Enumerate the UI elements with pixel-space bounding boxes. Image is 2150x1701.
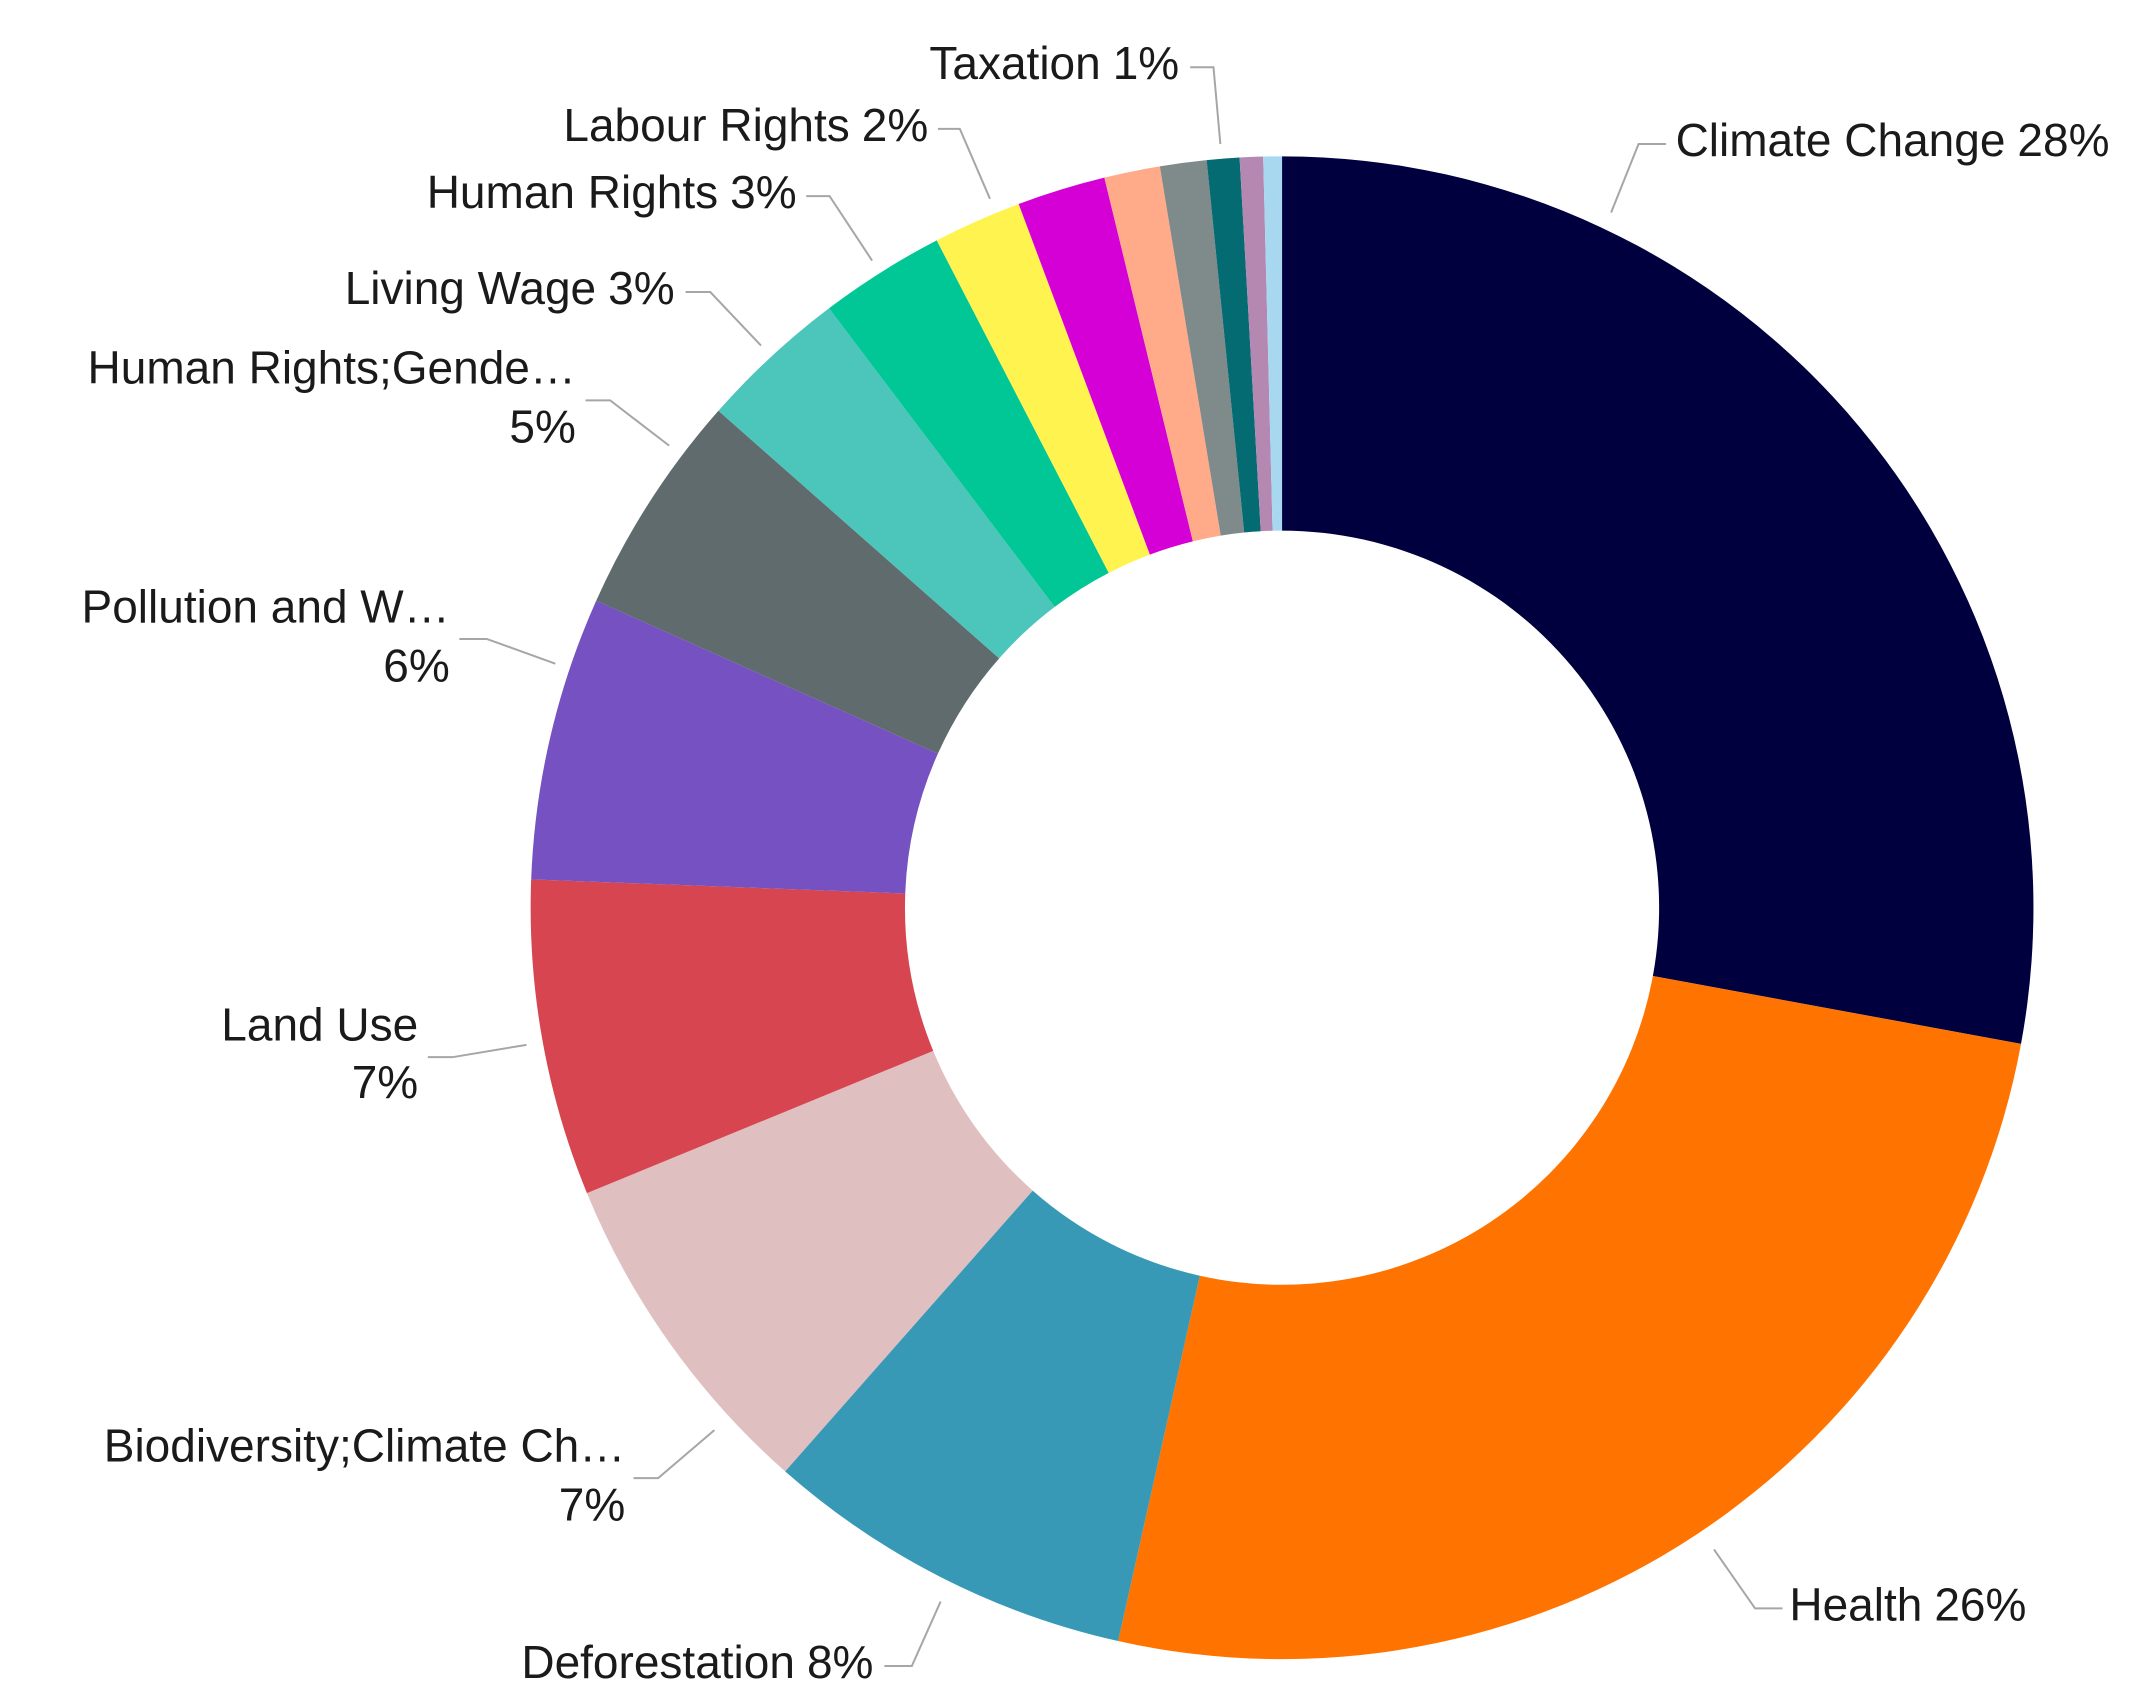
data-label-value: 1% — [1113, 37, 1179, 89]
leader-line — [1713, 1548, 1783, 1610]
data-label-value: 5% — [509, 401, 575, 453]
donut-slice — [1104, 166, 1221, 542]
data-label: Climate Change 28% — [1676, 114, 2110, 166]
data-label-name: Land Use — [221, 999, 418, 1051]
data-label-name: Living Wage — [345, 262, 596, 314]
donut-slice — [1018, 177, 1193, 555]
donut-slice — [829, 240, 1109, 607]
leader-line — [459, 637, 556, 665]
donut-slice — [1118, 976, 2022, 1660]
leader-line — [685, 291, 762, 347]
leader-line — [1610, 142, 1666, 213]
data-label-value: 8% — [807, 1636, 873, 1688]
data-label-value: 3% — [608, 262, 674, 314]
data-label-value: 7% — [559, 1478, 625, 1530]
donut-slice — [1159, 160, 1245, 536]
leader-line — [1190, 66, 1222, 145]
leader-line — [806, 195, 873, 262]
leader-line — [937, 127, 991, 200]
data-label-value: 2% — [862, 99, 928, 151]
data-label-value: 3% — [730, 166, 796, 218]
data-label: Human Rights 3% — [427, 166, 797, 218]
data-label-name: Human Rights — [427, 166, 718, 218]
data-label: Health 26% — [1789, 1579, 2026, 1631]
data-label-value: 7% — [352, 1056, 418, 1108]
data-label-name: Pollution and W… — [82, 580, 450, 632]
data-label: Deforestation 8% — [521, 1636, 873, 1688]
leader-line — [884, 1601, 942, 1667]
donut-slice — [1239, 156, 1273, 532]
data-label-name: Taxation — [929, 37, 1100, 89]
donut-slice — [718, 308, 1055, 659]
leader-line — [427, 1043, 527, 1059]
donut-slice — [785, 1190, 1200, 1642]
data-label-name: Climate Change — [1676, 114, 2006, 166]
leader-line — [633, 1429, 716, 1480]
data-label-name: Human Rights;Gende… — [88, 342, 576, 394]
data-label-name: Labour Rights — [563, 99, 849, 151]
data-label-name: Deforestation — [521, 1636, 795, 1688]
data-label-value: 28% — [2017, 114, 2109, 166]
donut-slice — [936, 203, 1150, 573]
donut-slice — [596, 410, 1000, 754]
donut-slice — [530, 879, 934, 1194]
donut-slice — [586, 1050, 1033, 1472]
data-label-name: Biodiversity;Climate Ch… — [104, 1419, 625, 1471]
donut-slice — [1206, 157, 1261, 533]
donut-slice — [531, 600, 938, 894]
data-label-value: 26% — [1934, 1579, 2026, 1631]
data-label-value: 6% — [383, 639, 449, 691]
data-label: Taxation 1% — [929, 37, 1179, 89]
data-label: Labour Rights 2% — [563, 99, 928, 151]
data-label-name: Health — [1789, 1579, 1922, 1631]
donut-slice — [1282, 156, 2034, 1044]
data-label: Living Wage 3% — [345, 262, 675, 314]
donut-slice — [1263, 156, 1283, 531]
leader-line — [585, 399, 670, 447]
